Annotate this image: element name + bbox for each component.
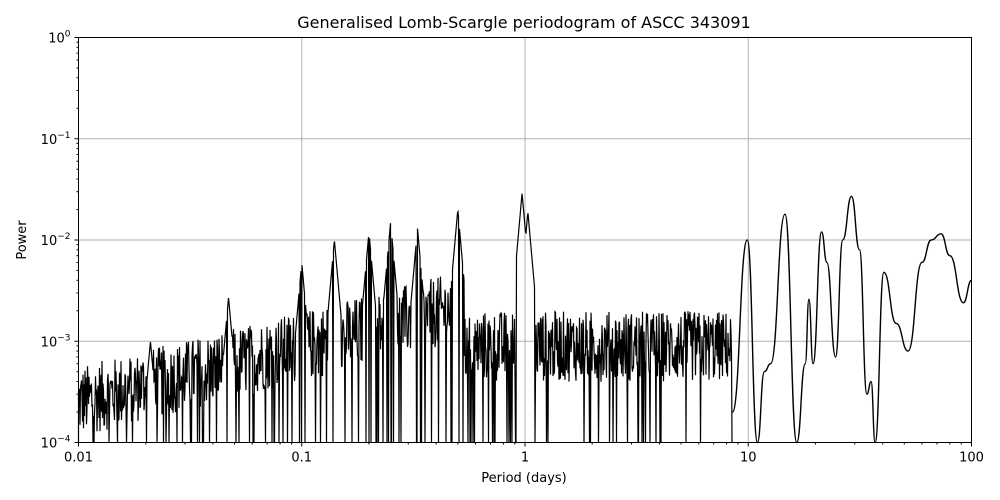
y-tick-label: 100	[48, 30, 71, 47]
dense-spectrum	[77, 193, 733, 444]
x-tick-label: 0.1	[291, 451, 312, 466]
x-tick-label: 10	[740, 451, 757, 466]
x-tick-label: 0.01	[64, 451, 93, 466]
axis-ticks: 0.01 0.1 1 10 100 100 10−1 10−2 10−3 10−4	[41, 30, 984, 466]
y-tick-label: 10−2	[41, 232, 71, 249]
y-tick-label: 10−4	[41, 435, 71, 452]
chart-title: Generalised Lomb-Scargle periodogram of …	[297, 13, 751, 32]
x-axis-label: Period (days)	[481, 471, 567, 486]
y-tick-label: 10−1	[41, 131, 71, 148]
x-tick-label: 100	[959, 451, 984, 466]
smooth-tail-line	[731, 195, 972, 444]
y-tick-label: 10−3	[41, 333, 71, 350]
y-axis-label: Power	[15, 220, 30, 260]
x-tick-label: 1	[521, 451, 529, 466]
